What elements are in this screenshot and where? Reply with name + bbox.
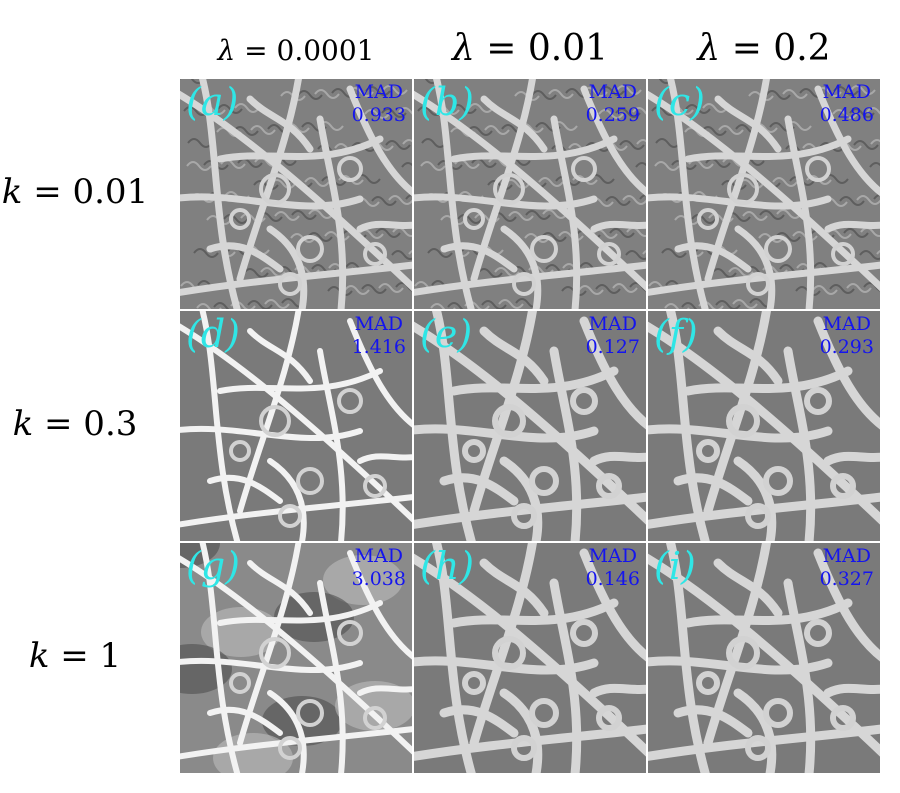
panel-d: (d) MAD 1.416 bbox=[180, 311, 412, 541]
mad-readout: MAD 0.486 bbox=[819, 81, 874, 126]
panel-c: (c) MAD 0.486 bbox=[648, 79, 880, 309]
panel-label: (h) bbox=[420, 544, 475, 588]
column-header-lambda-3: λ = 0.2 bbox=[697, 28, 831, 69]
panel-label: (i) bbox=[654, 544, 696, 588]
panel-label: (g) bbox=[186, 544, 240, 588]
mad-readout: MAD 0.327 bbox=[819, 545, 874, 590]
panel-label: (b) bbox=[420, 80, 474, 124]
mad-readout: MAD 3.038 bbox=[351, 545, 406, 590]
panel-i: (i) MAD 0.327 bbox=[648, 543, 880, 773]
panel-label: (f) bbox=[654, 312, 698, 356]
panel-image bbox=[180, 543, 412, 773]
panel-label: (e) bbox=[420, 312, 473, 356]
panel-b: (b) MAD 0.259 bbox=[414, 79, 646, 309]
panel-image bbox=[180, 79, 412, 309]
mad-readout: MAD 0.259 bbox=[585, 81, 640, 126]
panel-a: (a) MAD 0.933 bbox=[180, 79, 412, 309]
mad-readout: MAD 0.146 bbox=[585, 545, 640, 590]
mad-readout: MAD 0.933 bbox=[351, 81, 406, 126]
panel-label: (a) bbox=[186, 80, 239, 124]
row-label-k-3: k = 1 bbox=[28, 636, 122, 676]
row-label-k-2: k = 0.3 bbox=[12, 404, 138, 444]
mad-readout: MAD 0.293 bbox=[819, 313, 874, 358]
panel-image bbox=[648, 311, 880, 541]
panel-image bbox=[180, 311, 412, 541]
panel-label: (c) bbox=[654, 80, 705, 124]
panel-e: (e) MAD 0.127 bbox=[414, 311, 646, 541]
panel-image bbox=[414, 311, 646, 541]
panel-f: (f) MAD 0.293 bbox=[648, 311, 880, 541]
panel-label: (d) bbox=[186, 312, 240, 356]
panel-image bbox=[414, 543, 646, 773]
panel-image bbox=[648, 79, 880, 309]
panel-image bbox=[414, 79, 646, 309]
mad-readout: MAD 0.127 bbox=[585, 313, 640, 358]
column-header-lambda-1: λ = 0.0001 bbox=[217, 34, 375, 67]
row-label-k-1: k = 0.01 bbox=[1, 172, 149, 212]
column-header-lambda-2: λ = 0.01 bbox=[451, 28, 609, 69]
mad-readout: MAD 1.416 bbox=[351, 313, 406, 358]
panel-g: (g) MAD 3.038 bbox=[180, 543, 412, 773]
panel-image bbox=[648, 543, 880, 773]
panel-h: (h) MAD 0.146 bbox=[414, 543, 646, 773]
